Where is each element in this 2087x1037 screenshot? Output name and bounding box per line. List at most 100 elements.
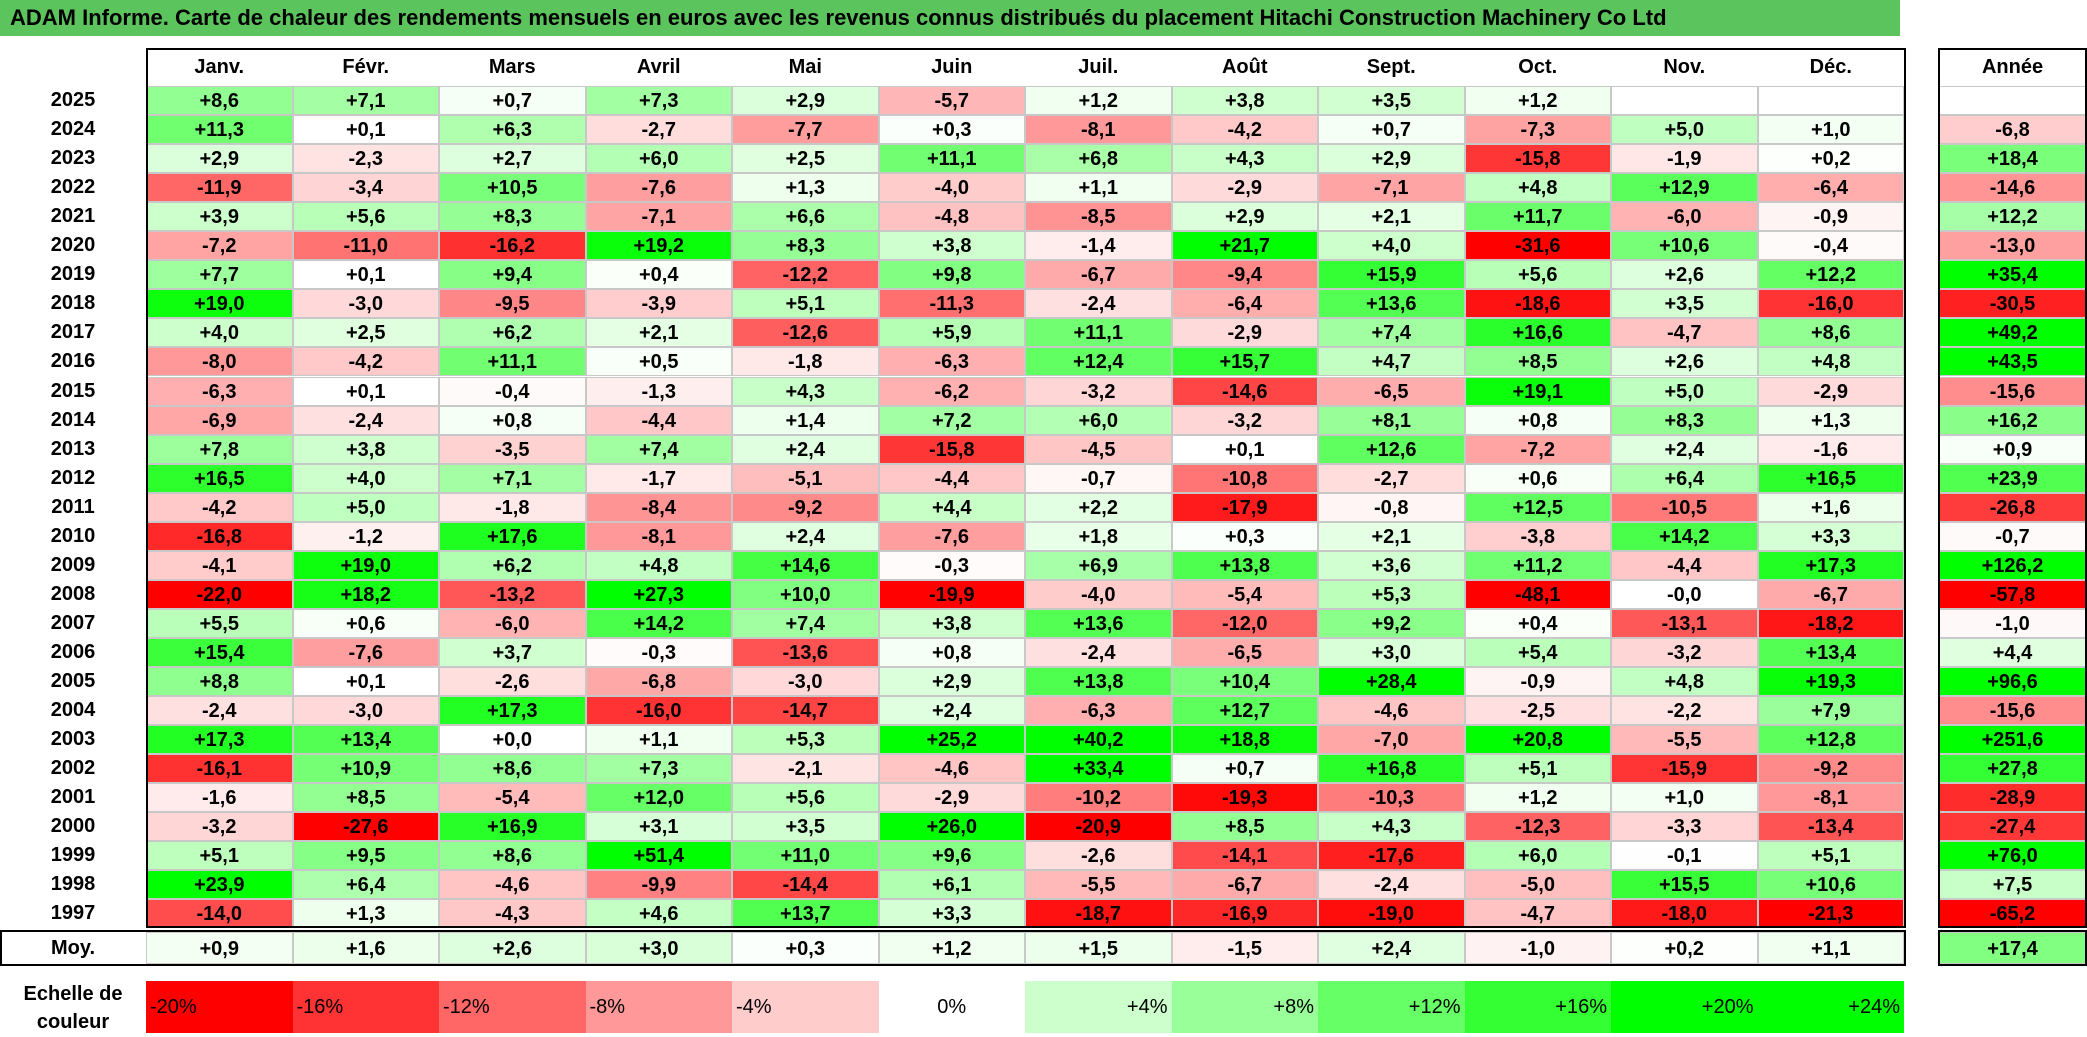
annual-cell: +27,8 (1938, 754, 2087, 784)
year-label: 2000 (50, 815, 96, 838)
year-label: 2017 (50, 321, 96, 344)
heatmap-cell: +15,5 (1611, 870, 1758, 900)
heatmap-cell: +2,9 (1318, 144, 1465, 174)
heatmap-cell: +5,0 (292, 492, 439, 522)
year-label: 2003 (50, 728, 96, 751)
heatmap-cell: +8,6 (146, 86, 293, 116)
heatmap-cell: -3,2 (1171, 405, 1318, 435)
heatmap-cell: -1,3 (585, 376, 732, 406)
heatmap-cell: +6,9 (1025, 550, 1172, 580)
month-header: Oct. (1518, 56, 1558, 78)
heatmap-cell: +2,6 (1611, 260, 1758, 290)
year-label: 2004 (50, 699, 96, 722)
heatmap-cell: +13,8 (1025, 667, 1172, 697)
year-label: 2002 (50, 757, 96, 780)
heatmap-cell: +6,4 (1611, 463, 1758, 493)
heatmap-cell: +6,6 (732, 202, 879, 232)
heatmap-cell: -13,6 (732, 637, 879, 667)
heatmap-cell: +5,1 (146, 841, 293, 871)
heatmap-cell: -22,0 (146, 579, 293, 609)
heatmap-cell: -3,2 (146, 812, 293, 842)
annual-cell: +12,2 (1938, 202, 2087, 232)
year-label: 2023 (50, 147, 96, 170)
heatmap-cell: +1,1 (1025, 173, 1172, 203)
year-label: 2012 (50, 466, 96, 489)
heatmap-cell: -6,4 (1171, 289, 1318, 319)
heatmap-cell: +9,6 (878, 841, 1025, 871)
color-scale-swatch: +24% (1757, 981, 1904, 1033)
color-scale-swatch: -16% (292, 981, 439, 1033)
heatmap-cell: +3,8 (878, 608, 1025, 638)
heatmap-cell: +10,6 (1757, 870, 1904, 900)
heatmap-cell: -2,2 (1611, 696, 1758, 726)
heatmap-cell: +1,0 (1611, 783, 1758, 813)
year-label: 1998 (50, 873, 96, 896)
heatmap-cell: -9,2 (1757, 754, 1904, 784)
heatmap-cell: +3,7 (439, 637, 586, 667)
heatmap-cell: +2,1 (585, 318, 732, 348)
heatmap-cell: +6,8 (1025, 144, 1172, 174)
annual-cell (1938, 86, 2087, 116)
heatmap-cell: -4,8 (878, 202, 1025, 232)
heatmap-cell: +19,1 (1464, 376, 1611, 406)
heatmap-cell: -8,4 (585, 492, 732, 522)
heatmap-cell: +0,7 (1171, 754, 1318, 784)
heatmap-cell: +10,9 (292, 754, 439, 784)
year-label: 2013 (50, 437, 96, 460)
heatmap-cell: +0,8 (1464, 405, 1611, 435)
average-cell: +0,2 (1611, 932, 1758, 965)
heatmap-cell: +12,7 (1171, 696, 1318, 726)
year-label: 2006 (50, 640, 96, 663)
heatmap-cell: +1,6 (1757, 492, 1904, 522)
heatmap-cell: -7,6 (878, 521, 1025, 551)
heatmap-cell: -2,7 (1318, 463, 1465, 493)
heatmap-cell: -3,0 (292, 289, 439, 319)
heatmap-cell: +17,6 (439, 521, 586, 551)
color-scale-swatch: -20% (146, 981, 293, 1033)
heatmap-cell: -7,2 (146, 231, 293, 261)
heatmap-cell: -0,9 (1757, 202, 1904, 232)
heatmap-cell: -15,8 (1464, 144, 1611, 174)
heatmap-cell: -13,1 (1611, 608, 1758, 638)
heatmap-cell: +12,0 (585, 783, 732, 813)
average-label: Moy. (50, 937, 96, 960)
heatmap-cell: -4,7 (1464, 899, 1611, 929)
heatmap-cell: +4,3 (732, 376, 879, 406)
heatmap-cell: -3,4 (292, 173, 439, 203)
heatmap-cell: -6,0 (1611, 202, 1758, 232)
heatmap-cell: -4,4 (878, 463, 1025, 493)
heatmap-cell: +4,7 (1318, 347, 1465, 377)
heatmap-cell: +8,6 (439, 841, 586, 871)
heatmap-cell: +12,2 (1757, 260, 1904, 290)
heatmap-cell: -2,3 (292, 144, 439, 174)
heatmap-cell: -11,3 (878, 289, 1025, 319)
heatmap-cell: -2,4 (1318, 870, 1465, 900)
heatmap-cell: -14,6 (1171, 376, 1318, 406)
heatmap-cell: +11,7 (1464, 202, 1611, 232)
month-header: Juil. (1078, 56, 1119, 78)
heatmap-cell: -4,2 (1171, 115, 1318, 145)
average-cell: -1,0 (1464, 932, 1611, 965)
heatmap-cell: +15,9 (1318, 260, 1465, 290)
heatmap-cell: -16,9 (1171, 899, 1318, 929)
annual-cell: +35,4 (1938, 260, 2087, 290)
heatmap-cell: -4,2 (146, 492, 293, 522)
heatmap-cell: +19,3 (1757, 667, 1904, 697)
heatmap-cell: -1,8 (732, 347, 879, 377)
heatmap-cell: +3,5 (1318, 86, 1465, 116)
average-cell: -1,5 (1171, 932, 1318, 965)
heatmap-cell: +2,4 (732, 521, 879, 551)
heatmap-cell: -3,0 (292, 696, 439, 726)
heatmap-cell: +2,2 (1025, 492, 1172, 522)
annual-cell: -65,2 (1938, 899, 2087, 929)
heatmap-cell: +7,1 (439, 463, 586, 493)
heatmap-cell: -5,0 (1464, 870, 1611, 900)
annual-cell: -13,0 (1938, 231, 2087, 261)
heatmap-cell: +17,3 (439, 696, 586, 726)
heatmap-cell: -2,6 (439, 667, 586, 697)
heatmap-cell: -5,4 (439, 783, 586, 813)
color-scale-swatch: +4% (1025, 981, 1172, 1033)
year-label: 2009 (50, 553, 96, 576)
heatmap-cell: -2,9 (1757, 376, 1904, 406)
heatmap-cell: -0,9 (1464, 667, 1611, 697)
